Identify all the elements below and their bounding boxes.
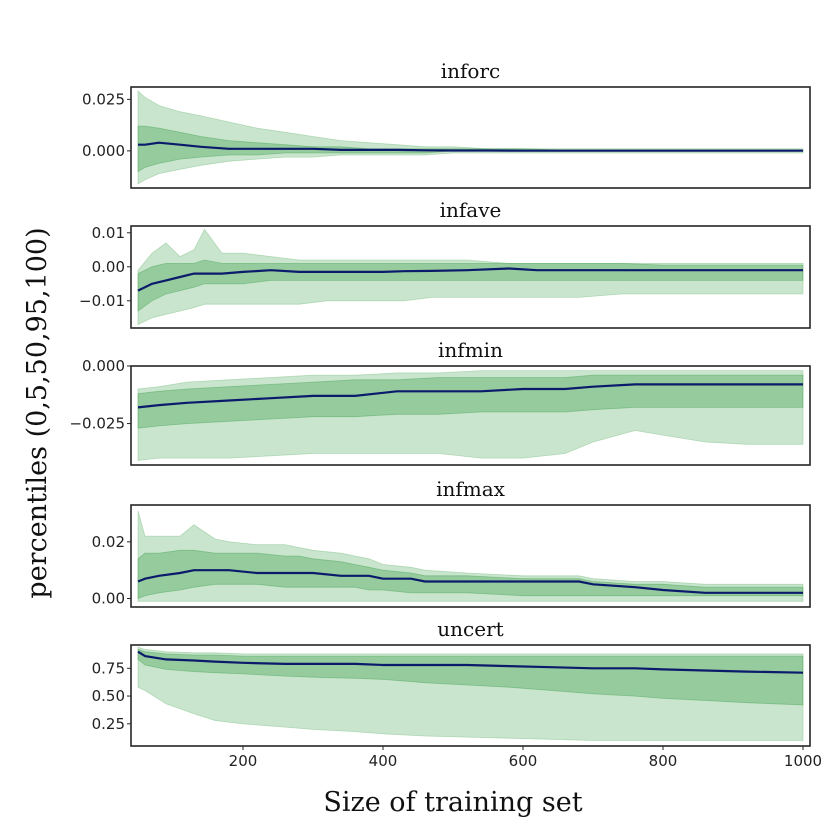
band-min-max — [137, 90, 804, 185]
panel-inforc: inforc 0.000 0.025 — [82, 59, 811, 189]
y-tick-label: −0.01 — [79, 292, 125, 310]
y-tick-label: 0.02 — [92, 533, 125, 551]
y-tick-label: 0.025 — [82, 90, 125, 108]
median-line — [137, 267, 803, 292]
y-tick-label: −0.025 — [69, 415, 125, 433]
x-axis-label: Size of training set — [323, 787, 582, 818]
y-tick-label: 0.50 — [92, 687, 125, 705]
panel-title: uncert — [437, 617, 503, 641]
band-min-max — [137, 228, 804, 326]
median-line — [137, 569, 803, 594]
band-min-max — [137, 370, 804, 461]
panel-title: inforc — [441, 59, 500, 83]
y-axis-label: percentiles (0,5,50,95,100) — [22, 227, 53, 598]
band-5-95 — [137, 374, 804, 429]
median-line — [137, 383, 803, 409]
y-tick-label: 0.000 — [82, 142, 125, 160]
y-tick-label: 0.00 — [92, 590, 125, 608]
panel-frame — [130, 504, 811, 608]
y-tick-label: 0.01 — [92, 224, 125, 242]
panel-uncert: uncert 0.25 0.50 0.75 — [92, 617, 811, 747]
panel-infave: infave −0.01 0.00 0.01 — [79, 198, 811, 329]
panel-title: infave — [440, 198, 502, 222]
y-tick-label: 0.00 — [92, 258, 125, 276]
panel-title: infmax — [436, 477, 506, 501]
panel-frame — [130, 644, 811, 747]
median-line — [138, 141, 803, 152]
band-min-max — [137, 510, 804, 602]
y-tick-label: 0.000 — [82, 357, 125, 375]
panel-frame — [130, 225, 811, 329]
x-tick-label: 400 — [369, 752, 398, 770]
panel-infmin: infmin −0.025 0.000 — [69, 338, 811, 466]
x-tick-label: 1000 — [784, 752, 822, 770]
y-tick-label: 0.75 — [92, 659, 125, 677]
panel-frame — [130, 86, 811, 189]
median-line — [137, 650, 804, 674]
x-tick-label: 800 — [649, 752, 678, 770]
x-tick-label: 600 — [509, 752, 538, 770]
band-min-max — [137, 646, 804, 741]
panel-frame — [130, 365, 811, 466]
panel-title: infmin — [438, 338, 503, 362]
y-tick-label: 0.25 — [92, 715, 125, 733]
panels-group: inforc 0.000 0.025 infave −0.01 0.00 0.01 infmi… — [69, 59, 822, 770]
panel-infmax: infmax 0.00 0.02 — [92, 477, 811, 608]
x-tick-label: 200 — [229, 752, 258, 770]
